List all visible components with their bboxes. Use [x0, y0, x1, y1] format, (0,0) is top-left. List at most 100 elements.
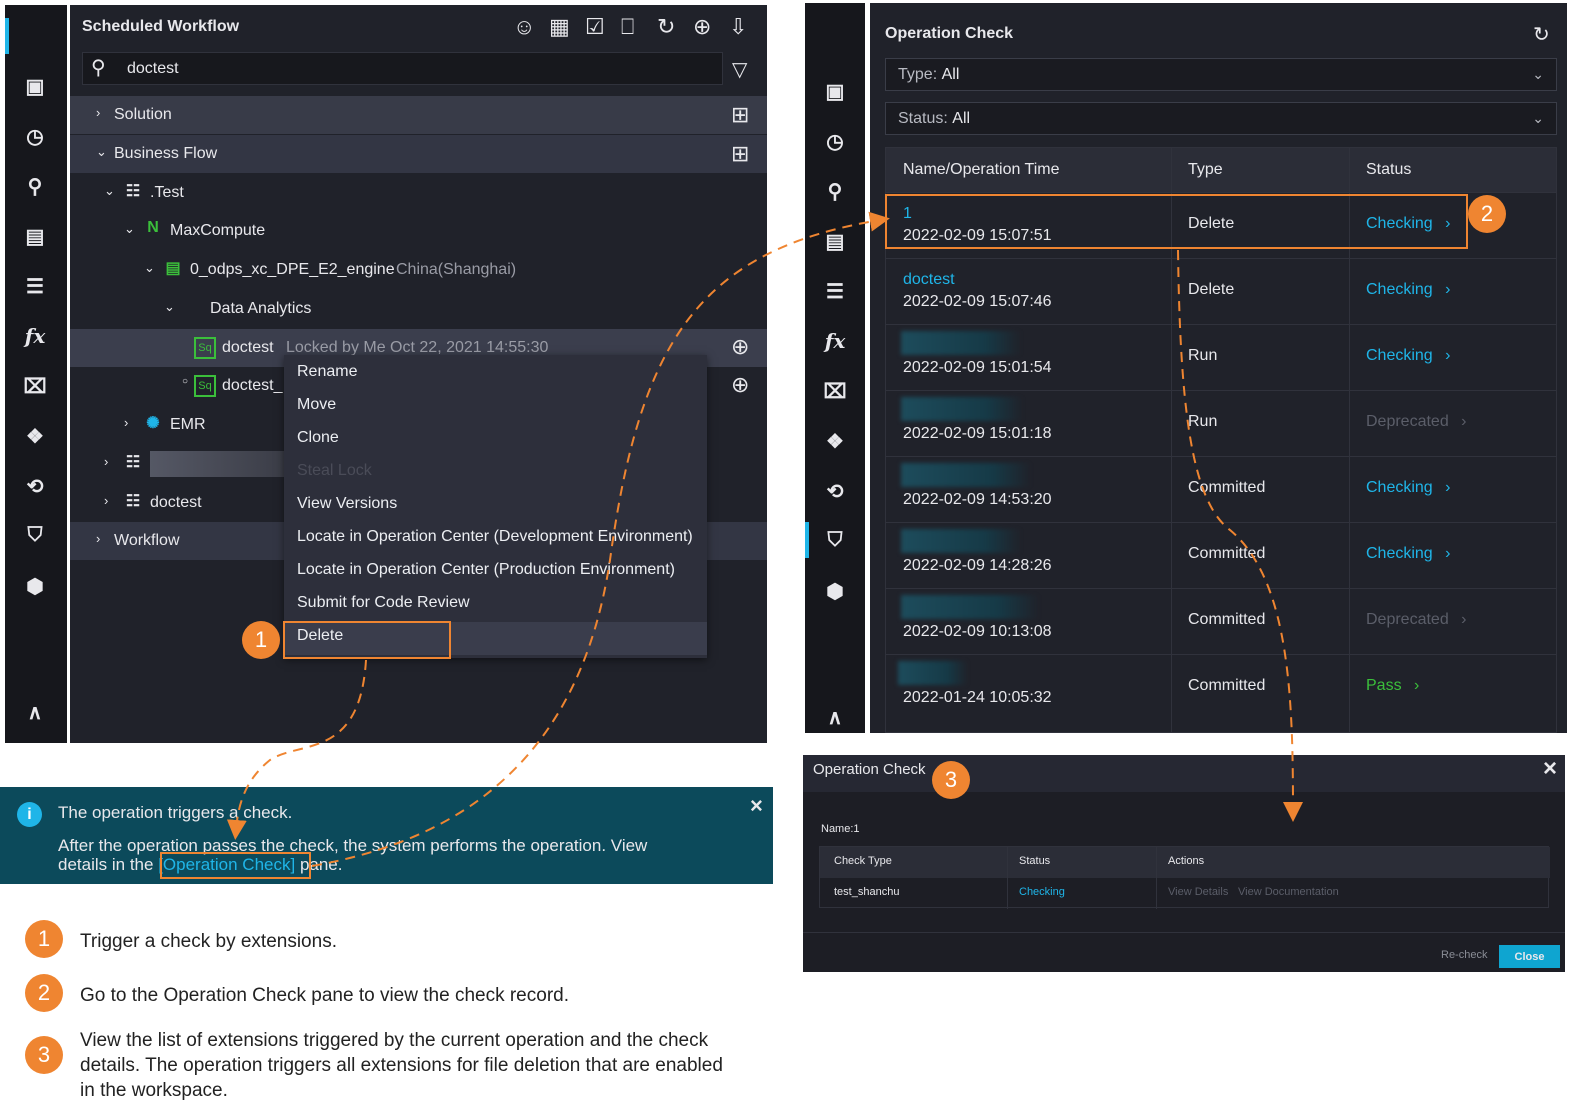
tree-item[interactable]: › Solution ⊞ [70, 96, 767, 134]
shield-icon[interactable]: ⛉ [27, 524, 43, 546]
menu-item-submit-for-code-review[interactable]: Submit for Code Review [297, 594, 470, 611]
chevron-down-icon[interactable]: ⌄ [164, 299, 175, 314]
refresh-icon[interactable]: ↻ [1533, 24, 1550, 46]
table-row[interactable]: 2022-02-09 15:01:54 Run Checking › [886, 324, 1556, 390]
status-link[interactable]: Checking › [1366, 479, 1451, 496]
table-icon[interactable]: ▤ [825, 231, 845, 253]
table-row[interactable]: 2022-01-24 10:05:32 Committed Pass › [886, 654, 1556, 720]
tree-item[interactable]: › ✺ EMR [70, 406, 767, 444]
status-link[interactable]: Deprecated › [1366, 413, 1467, 430]
tree-item[interactable]: ⌄ Business Flow ⊞ [70, 135, 767, 173]
table-row[interactable]: 2022-02-09 14:53:20 Committed Checking › [886, 456, 1556, 522]
chevron-right-icon[interactable]: › [104, 493, 109, 508]
table-row[interactable]: 2022-02-09 15:01:18 Run Deprecated › [886, 390, 1556, 456]
dialog-close-icon[interactable]: × [1543, 755, 1558, 782]
table-row[interactable]: 1 2022-02-09 15:07:51 Delete Checking › [886, 192, 1556, 258]
status-link[interactable]: Pass › [1366, 677, 1420, 694]
grid-icon[interactable]: ⊞ [731, 102, 750, 127]
operation-type: Committed [1188, 677, 1266, 694]
chevron-down-icon[interactable]: ⌄ [104, 183, 115, 198]
menu-item-view-versions[interactable]: View Versions [297, 495, 398, 512]
cursor-icon[interactable]: ⟲ [26, 476, 44, 498]
import-icon[interactable]: ⇩ [729, 14, 748, 39]
tree-item-label: EMR [170, 416, 206, 433]
clock-icon[interactable]: ◷ [26, 126, 44, 148]
filter-icon[interactable]: ▽ [732, 59, 748, 81]
menu-item-move[interactable]: Move [297, 396, 337, 413]
chevron-down-icon[interactable]: ⌄ [96, 144, 107, 159]
view-documentation-link[interactable]: View Documentation [1238, 886, 1339, 898]
tree-item[interactable]: › ☷ [70, 445, 767, 483]
graph-icon[interactable]: ∧ [27, 702, 43, 724]
chevron-right-icon[interactable]: › [124, 415, 129, 430]
table-icon[interactable]: ▤ [25, 226, 45, 248]
list-settings-icon[interactable]: ☰ [826, 281, 844, 303]
puzzle-icon[interactable]: ❖ [26, 426, 44, 448]
tree-item[interactable]: ⌄ ☷ .Test [70, 174, 767, 212]
operation-check-title: Operation Check [885, 25, 1014, 42]
record-name[interactable]: doctest [903, 271, 955, 288]
refresh-icon[interactable]: ↻ [657, 14, 676, 39]
puzzle-icon[interactable]: ❖ [826, 431, 844, 453]
tree-item[interactable]: ⌄ N MaxCompute [70, 212, 767, 250]
view-details-link[interactable]: View Details [1168, 886, 1229, 898]
tree-item[interactable]: ○ Sq doctest_ ⊕ [70, 367, 767, 405]
clock-icon[interactable]: ◷ [826, 131, 844, 153]
chevron-right-icon[interactable]: › [104, 454, 109, 469]
status-link[interactable]: Checking › [1366, 281, 1451, 298]
grid-icon[interactable]: ⊞ [731, 141, 750, 166]
trash-icon[interactable]: ⌧ [23, 376, 47, 398]
chevron-right-icon[interactable]: › [96, 105, 101, 120]
search-input[interactable]: ⚲ doctest [82, 52, 723, 85]
cursor-icon[interactable]: ⟲ [826, 481, 844, 503]
close-button[interactable]: Close [1499, 945, 1560, 968]
record-name[interactable]: 1 [903, 205, 912, 222]
blurred-name [901, 529, 1021, 553]
list-settings-icon[interactable]: ☰ [26, 276, 44, 298]
briefcase-icon[interactable]: ▣ [825, 81, 845, 103]
function-icon[interactable]: fx [824, 329, 846, 353]
cube-icon[interactable]: ⬢ [826, 581, 844, 603]
status-filter-select[interactable]: Status: All ⌄ [885, 102, 1557, 135]
search-icon[interactable]: ⚲ [827, 181, 843, 203]
status-link[interactable]: Checking › [1366, 545, 1451, 562]
menu-item-locate-in-operation-center-production-environment-[interactable]: Locate in Operation Center (Production E… [297, 561, 675, 578]
table-row[interactable]: doctest 2022-02-09 15:07:46 Delete Checking… [886, 258, 1556, 324]
crosshair-icon[interactable]: ⊕ [731, 372, 750, 397]
menu-item-clone[interactable]: Clone [297, 429, 339, 446]
table-row[interactable]: 2022-02-09 10:13:08 Committed Deprecated › [886, 588, 1556, 654]
crosshair-icon[interactable]: ⊕ [693, 14, 712, 39]
graph-icon[interactable]: ∧ [827, 707, 843, 729]
menu-item-rename[interactable]: Rename [297, 363, 358, 380]
new-file-icon[interactable]: ⎕ [621, 14, 635, 39]
checklist-icon[interactable]: ☑ [585, 14, 605, 39]
recheck-button[interactable]: Re-check [1441, 949, 1488, 961]
shield-icon[interactable]: ⛉ [827, 529, 843, 551]
cube-icon[interactable]: ⬢ [26, 576, 44, 598]
status-link[interactable]: Deprecated › [1366, 611, 1467, 628]
menu-item-delete[interactable]: Delete [297, 627, 344, 644]
user-icon[interactable]: ☺ [513, 14, 536, 39]
chevron-down-icon[interactable]: ⌄ [124, 221, 135, 236]
function-icon[interactable]: fx [24, 324, 46, 348]
tree-item[interactable]: › ☷ doctest [70, 484, 767, 522]
briefcase-icon[interactable]: ▣ [25, 76, 45, 98]
tree-item[interactable]: ⌄ ▤ 0_odps_xc_DPE_E2_engine China(Shanghai) [70, 251, 767, 289]
type-filter-select[interactable]: Type: All ⌄ [885, 58, 1557, 91]
search-doc-icon[interactable]: ▦ [549, 14, 570, 39]
tree-item[interactable]: ⌄ Data Analytics [70, 290, 767, 328]
chevron-down-icon[interactable]: ⌄ [144, 260, 155, 275]
left-icon-sidebar [5, 5, 67, 743]
status-link[interactable]: Checking › [1366, 347, 1451, 364]
operation-type: Committed [1188, 479, 1266, 496]
status-link[interactable]: Checking › [1366, 215, 1451, 232]
crosshair-icon[interactable]: ⊕ [731, 334, 750, 359]
step-text: Trigger a check by extensions. [80, 931, 337, 952]
menu-item-locate-in-operation-center-development-environment-[interactable]: Locate in Operation Center (Development … [297, 528, 693, 545]
operation-check-link[interactable]: [Operation Check] [158, 855, 296, 874]
search-icon[interactable]: ⚲ [27, 176, 43, 198]
banner-close-icon[interactable]: × [750, 793, 763, 818]
dialog-title: Operation Check [813, 761, 926, 778]
chevron-right-icon[interactable]: › [96, 531, 101, 546]
trash-icon[interactable]: ⌧ [823, 381, 847, 403]
